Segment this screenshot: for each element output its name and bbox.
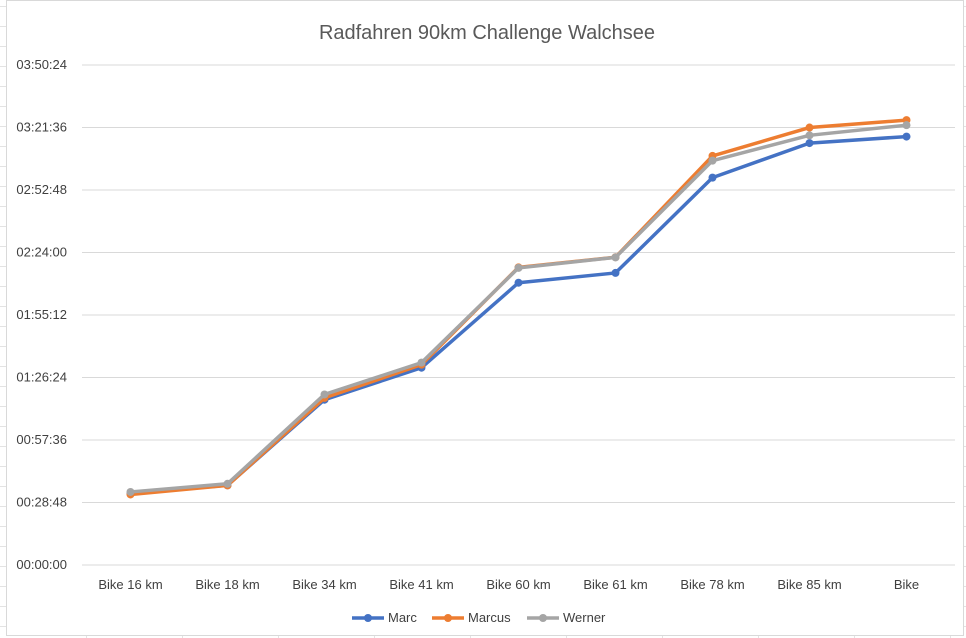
y-tick-label: 01:26:24 bbox=[16, 370, 67, 385]
y-tick-label: 00:00:00 bbox=[16, 557, 67, 572]
data-point bbox=[708, 156, 717, 165]
data-point bbox=[902, 132, 911, 141]
y-tick-label: 00:28:48 bbox=[16, 495, 67, 510]
data-point bbox=[902, 121, 911, 130]
series-werner bbox=[126, 121, 911, 496]
chart-title: Radfahren 90km Challenge Walchsee bbox=[319, 22, 655, 44]
data-point bbox=[126, 487, 135, 496]
legend-marker bbox=[539, 614, 547, 622]
legend-label: Marc bbox=[388, 610, 417, 625]
y-tick-label: 03:50:24 bbox=[16, 57, 67, 72]
x-tick-label: Bike 85 km bbox=[777, 577, 841, 592]
x-tick-label: Bike 18 km bbox=[195, 577, 259, 592]
data-point bbox=[708, 173, 717, 182]
series-line bbox=[130, 118, 907, 497]
chart-area[interactable]: Radfahren 90km Challenge Walchsee 00:00:… bbox=[6, 0, 964, 636]
y-tick-label: 03:21:36 bbox=[16, 120, 67, 135]
legend-item-marc: Marc bbox=[352, 610, 417, 625]
y-tick-label: 01:55:12 bbox=[16, 307, 67, 322]
legend-item-marcus: Marcus bbox=[432, 610, 511, 625]
x-tick-label: Bike 41 km bbox=[389, 577, 453, 592]
line-chart: Radfahren 90km Challenge Walchsee 00:00:… bbox=[16, 22, 955, 625]
data-point bbox=[611, 253, 620, 262]
gridlines bbox=[82, 64, 955, 566]
data-point bbox=[417, 358, 426, 367]
data-point bbox=[514, 278, 523, 287]
legend-label: Werner bbox=[563, 610, 606, 625]
data-point bbox=[611, 268, 620, 277]
y-axis-ticks: 00:00:00 00:28:48 00:57:36 01:26:24 01:55:12… bbox=[16, 57, 67, 572]
y-tick-label: 02:24:00 bbox=[16, 245, 67, 260]
data-point bbox=[805, 131, 814, 140]
legend-marker bbox=[364, 614, 372, 622]
data-point bbox=[223, 479, 232, 488]
x-tick-label: Bike 60 km bbox=[486, 577, 550, 592]
legend-marker bbox=[444, 614, 452, 622]
data-point bbox=[805, 123, 814, 132]
x-tick-label: Bike 16 km bbox=[98, 577, 162, 592]
legend-label: Marcus bbox=[468, 610, 511, 625]
x-axis-ticks: Bike 16 km Bike 18 km Bike 34 km Bike 41 km… bbox=[98, 577, 919, 592]
data-point bbox=[805, 139, 814, 148]
series-line bbox=[130, 123, 907, 494]
x-tick-label: Bike 34 km bbox=[292, 577, 356, 592]
data-point bbox=[320, 390, 329, 399]
legend: Marc Marcus Werner bbox=[352, 610, 606, 625]
x-tick-label: Bike 78 km bbox=[680, 577, 744, 592]
x-tick-label: Bike 61 km bbox=[583, 577, 647, 592]
x-tick-label: Bike bbox=[894, 577, 919, 592]
series-marcus bbox=[126, 116, 911, 499]
data-point bbox=[514, 263, 523, 272]
series-lines bbox=[126, 116, 911, 499]
legend-item-werner: Werner bbox=[527, 610, 606, 625]
y-tick-label: 00:57:36 bbox=[16, 432, 67, 447]
y-tick-label: 02:52:48 bbox=[16, 182, 67, 197]
